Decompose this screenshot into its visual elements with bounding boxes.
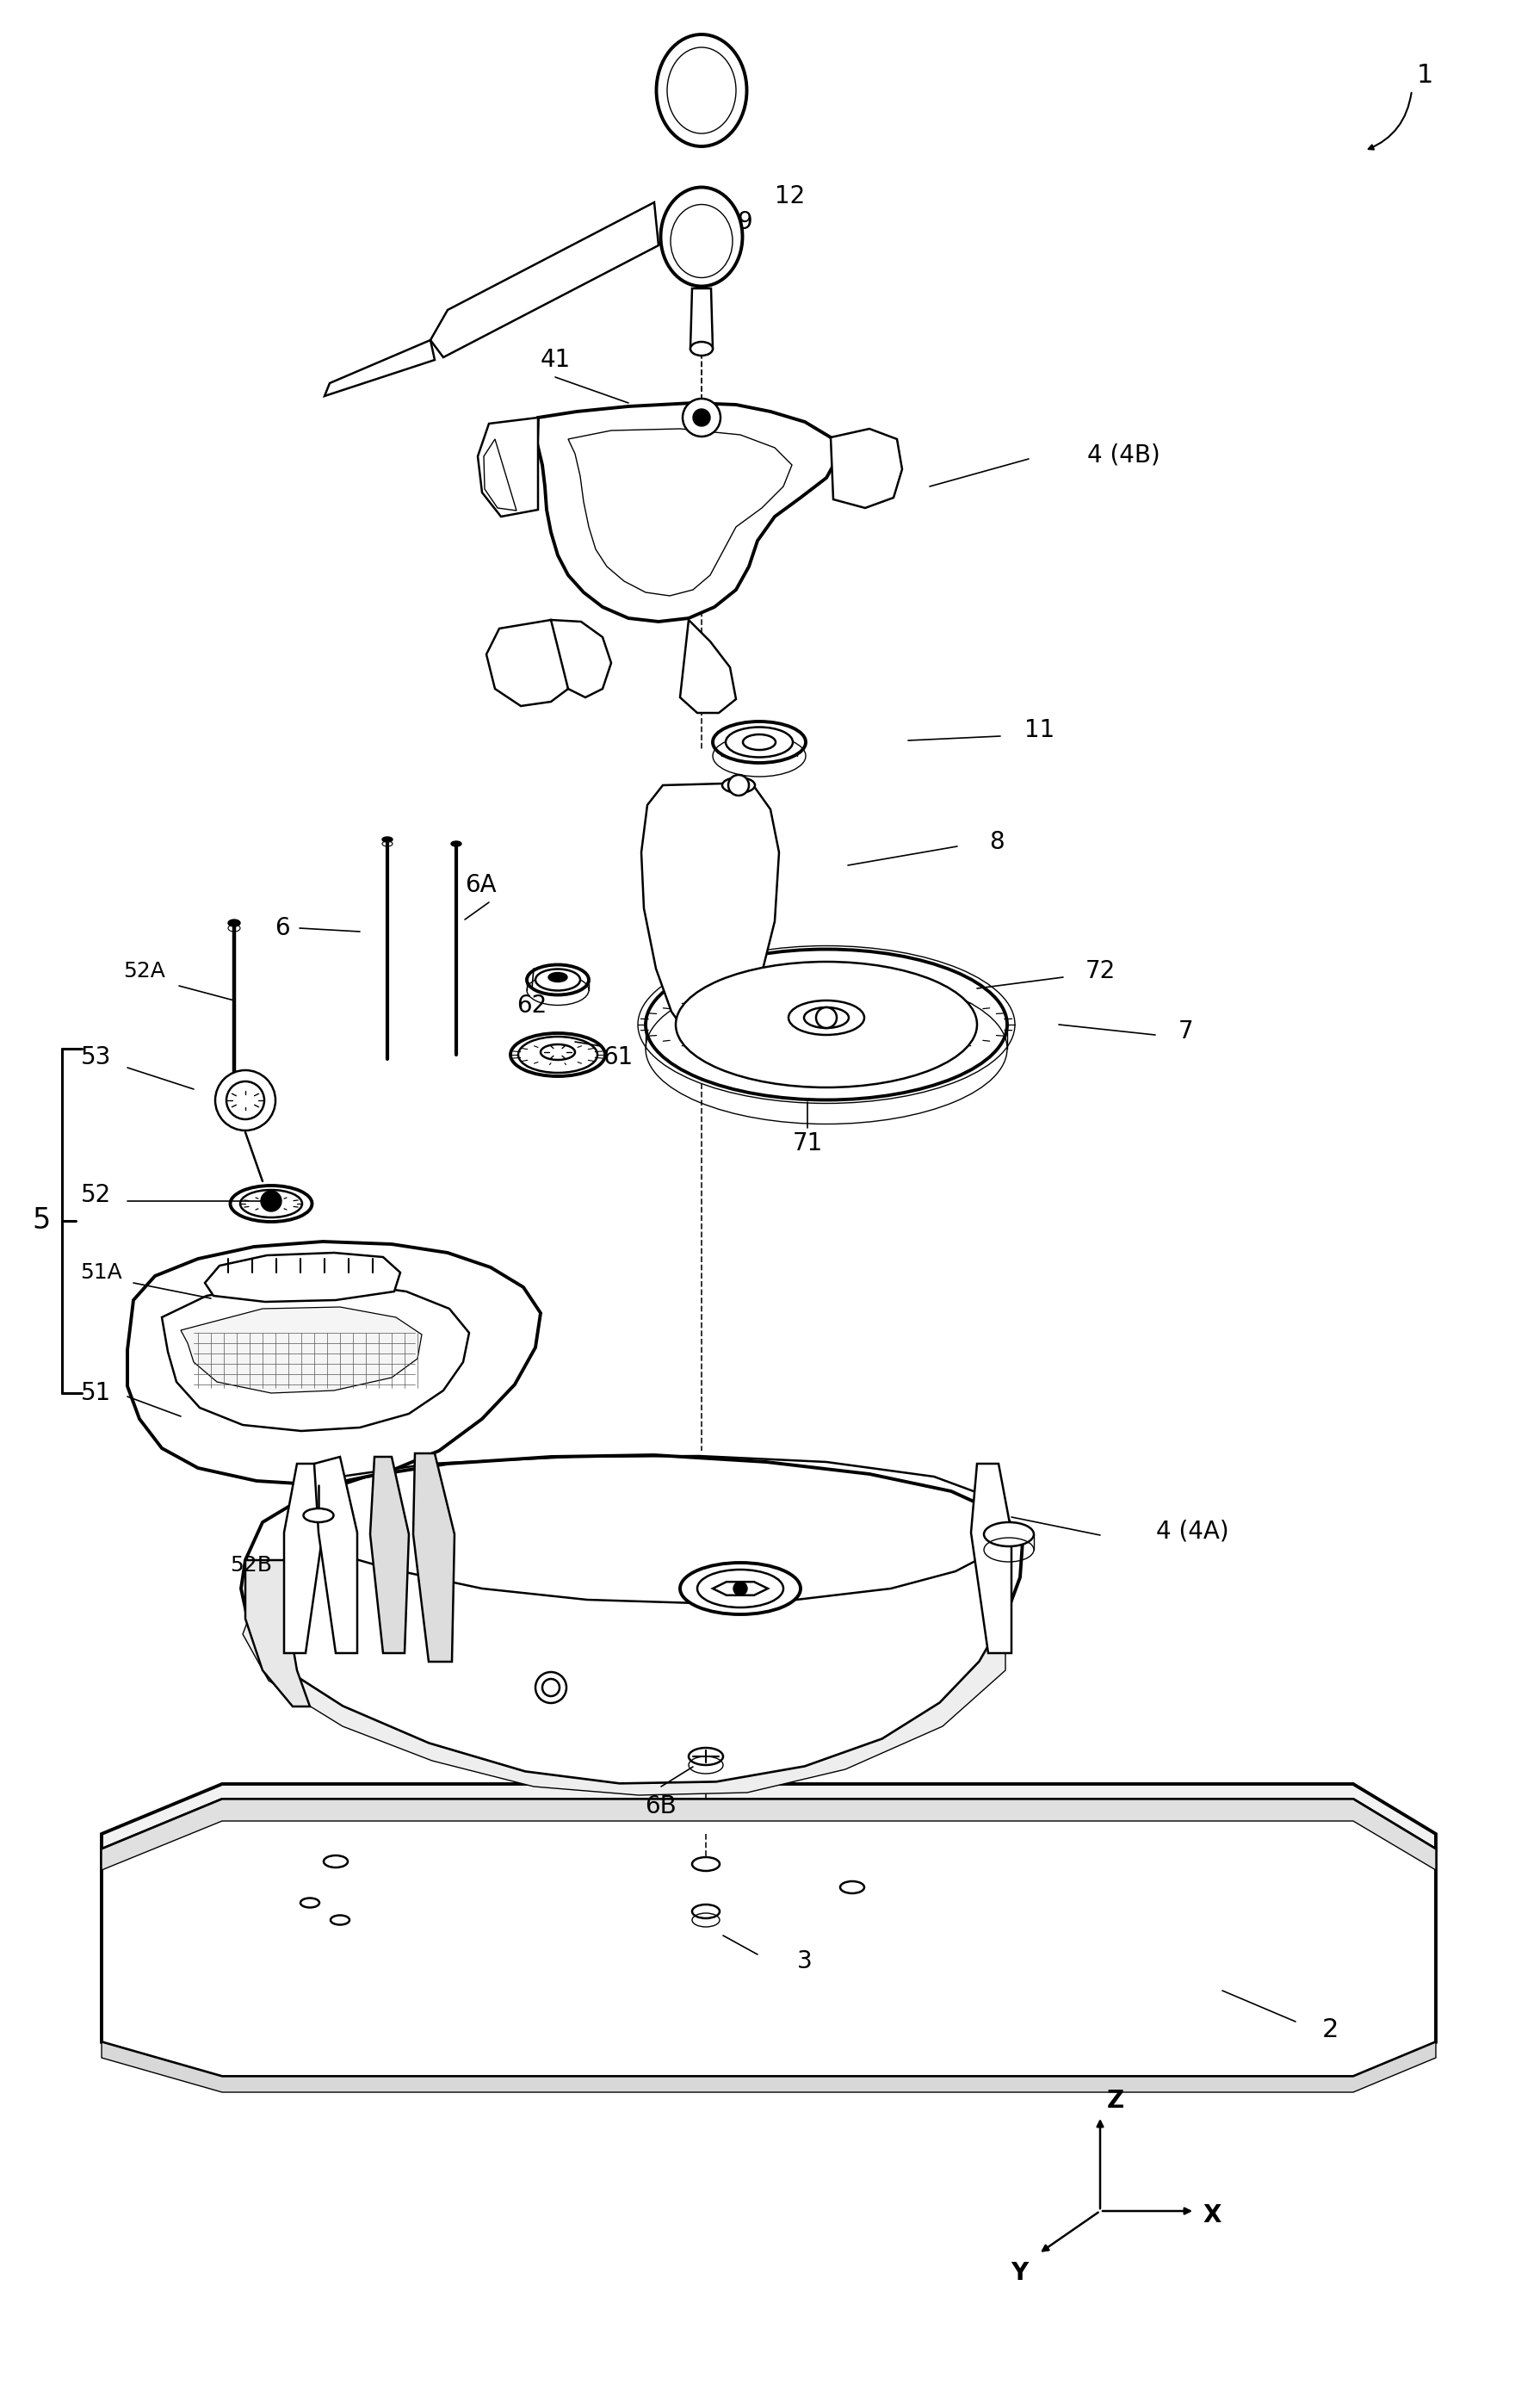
- Text: Y: Y: [1010, 2260, 1027, 2284]
- Polygon shape: [102, 2042, 1435, 2093]
- Ellipse shape: [323, 1855, 348, 1867]
- Text: 8: 8: [989, 829, 1004, 853]
- Polygon shape: [102, 1800, 1435, 2076]
- Polygon shape: [970, 1465, 1010, 1654]
- Polygon shape: [537, 403, 839, 621]
- Text: 51: 51: [82, 1381, 111, 1405]
- Polygon shape: [162, 1282, 468, 1431]
- Circle shape: [226, 1081, 265, 1119]
- Text: 4 (4B): 4 (4B): [1086, 443, 1160, 467]
- Ellipse shape: [725, 726, 793, 757]
- Circle shape: [534, 1673, 567, 1702]
- Polygon shape: [283, 1465, 322, 1654]
- Text: X: X: [1203, 2203, 1221, 2227]
- Ellipse shape: [229, 1187, 313, 1222]
- Text: 53: 53: [82, 1045, 111, 1069]
- Text: 6B: 6B: [645, 1795, 676, 1819]
- Polygon shape: [477, 417, 537, 518]
- Text: 12: 12: [775, 185, 805, 209]
- Ellipse shape: [331, 1915, 350, 1925]
- Polygon shape: [713, 1582, 767, 1596]
- Ellipse shape: [661, 187, 742, 285]
- Ellipse shape: [691, 1858, 719, 1872]
- Text: 3: 3: [796, 1949, 812, 1973]
- Polygon shape: [102, 1783, 1435, 1850]
- Ellipse shape: [510, 1033, 605, 1076]
- Text: 52: 52: [82, 1184, 111, 1208]
- Ellipse shape: [713, 721, 805, 762]
- Ellipse shape: [984, 1522, 1033, 1546]
- Ellipse shape: [451, 841, 460, 846]
- Text: 51A: 51A: [80, 1263, 123, 1282]
- Ellipse shape: [541, 1045, 574, 1059]
- Text: 11: 11: [1024, 719, 1055, 743]
- Polygon shape: [551, 621, 611, 698]
- Text: 52A: 52A: [123, 961, 166, 980]
- Text: 9: 9: [736, 211, 752, 235]
- Circle shape: [693, 410, 710, 427]
- Polygon shape: [128, 1242, 541, 1486]
- Text: 4 (4A): 4 (4A): [1155, 1520, 1227, 1544]
- Text: Z: Z: [1106, 2088, 1124, 2112]
- Polygon shape: [205, 1254, 400, 1302]
- Circle shape: [682, 398, 721, 436]
- Ellipse shape: [676, 961, 976, 1088]
- Text: 61: 61: [602, 1045, 633, 1069]
- Circle shape: [260, 1191, 282, 1210]
- Polygon shape: [314, 1457, 357, 1654]
- Ellipse shape: [839, 1882, 864, 1894]
- Ellipse shape: [645, 949, 1007, 1100]
- Text: 62: 62: [516, 995, 547, 1019]
- Circle shape: [216, 1069, 276, 1131]
- Ellipse shape: [534, 968, 581, 990]
- Text: 7: 7: [1178, 1019, 1194, 1043]
- Ellipse shape: [722, 777, 755, 793]
- Text: 72: 72: [1084, 959, 1115, 983]
- Polygon shape: [243, 1618, 1006, 1795]
- Ellipse shape: [303, 1508, 333, 1522]
- Text: 71: 71: [792, 1131, 822, 1155]
- Polygon shape: [641, 784, 779, 1040]
- Ellipse shape: [240, 1189, 302, 1218]
- Circle shape: [733, 1582, 747, 1596]
- Text: 5: 5: [32, 1206, 51, 1234]
- Polygon shape: [413, 1453, 454, 1661]
- Circle shape: [728, 774, 748, 796]
- Ellipse shape: [228, 920, 240, 925]
- Polygon shape: [690, 288, 713, 348]
- Ellipse shape: [690, 343, 713, 355]
- Polygon shape: [240, 1455, 1023, 1783]
- Ellipse shape: [691, 1906, 719, 1918]
- Ellipse shape: [679, 1563, 801, 1613]
- Ellipse shape: [698, 1570, 782, 1608]
- Polygon shape: [102, 1800, 1435, 1870]
- Ellipse shape: [517, 1036, 598, 1074]
- Text: 52B: 52B: [229, 1556, 273, 1575]
- Polygon shape: [370, 1457, 408, 1654]
- Ellipse shape: [527, 964, 588, 995]
- Ellipse shape: [382, 837, 393, 841]
- Ellipse shape: [656, 34, 747, 146]
- Polygon shape: [487, 621, 568, 707]
- Ellipse shape: [804, 1007, 849, 1028]
- Polygon shape: [430, 201, 658, 357]
- Ellipse shape: [548, 973, 567, 983]
- Polygon shape: [679, 621, 736, 712]
- Text: 6A: 6A: [465, 873, 496, 896]
- Polygon shape: [180, 1306, 422, 1393]
- Text: 2: 2: [1321, 2018, 1338, 2042]
- Polygon shape: [830, 429, 901, 508]
- Text: 41: 41: [539, 348, 570, 372]
- Circle shape: [816, 1007, 836, 1028]
- Ellipse shape: [742, 733, 775, 750]
- Polygon shape: [678, 194, 725, 233]
- Polygon shape: [325, 340, 434, 396]
- Text: 1: 1: [1415, 62, 1432, 89]
- Text: 6: 6: [274, 916, 290, 940]
- Ellipse shape: [688, 1747, 722, 1764]
- Ellipse shape: [788, 1000, 864, 1036]
- Polygon shape: [245, 1560, 310, 1707]
- Ellipse shape: [300, 1898, 319, 1908]
- Circle shape: [542, 1678, 559, 1697]
